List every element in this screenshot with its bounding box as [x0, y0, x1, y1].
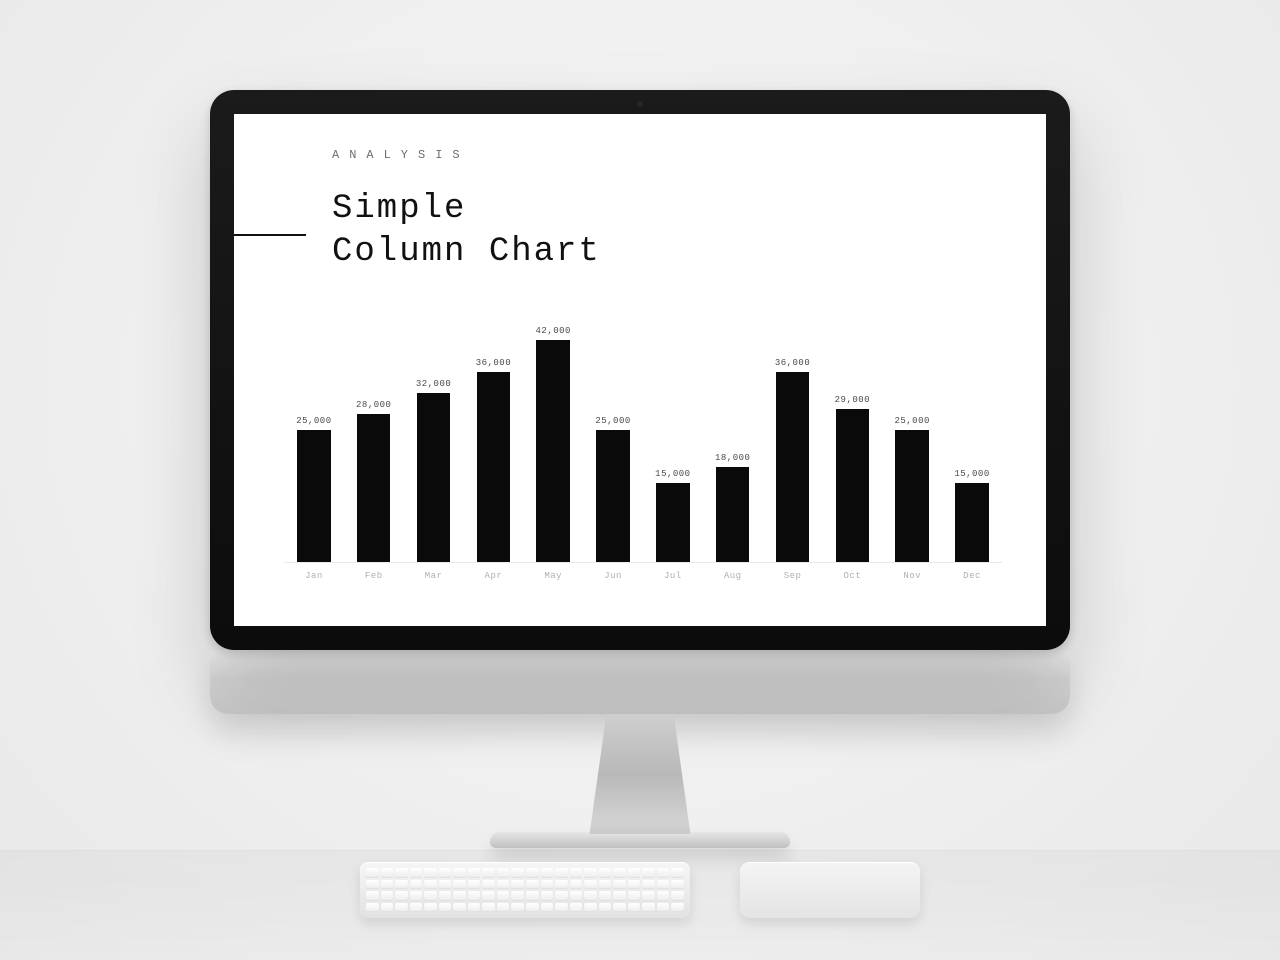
bar-value-label: 25,000 — [894, 416, 929, 426]
bar-may: 42,000 — [523, 324, 583, 562]
x-tick-apr: Apr — [463, 563, 523, 591]
bar — [536, 340, 570, 562]
bar-value-label: 15,000 — [655, 469, 690, 479]
x-tick-jan: Jan — [284, 563, 344, 591]
bar-jun: 25,000 — [583, 324, 643, 562]
bar — [297, 430, 331, 562]
bar — [895, 430, 929, 562]
monitor-chin — [210, 650, 1070, 714]
x-tick-jun: Jun — [583, 563, 643, 591]
bar-mar: 32,000 — [404, 324, 464, 562]
bar-aug: 18,000 — [703, 324, 763, 562]
x-tick-feb: Feb — [344, 563, 404, 591]
bar — [596, 430, 630, 562]
x-tick-may: May — [523, 563, 583, 591]
bar-value-label: 25,000 — [595, 416, 630, 426]
bar-value-label: 36,000 — [476, 358, 511, 368]
bar — [955, 483, 989, 562]
bar — [656, 483, 690, 562]
bar — [477, 372, 511, 562]
x-tick-sep: Sep — [763, 563, 823, 591]
bar-dec: 15,000 — [942, 324, 1002, 562]
bar-oct: 29,000 — [822, 324, 882, 562]
bar-value-label: 18,000 — [715, 453, 750, 463]
x-tick-nov: Nov — [882, 563, 942, 591]
bar-apr: 36,000 — [463, 324, 523, 562]
monitor: ANALYSIS Simple Column Chart 25,000 28,00… — [210, 90, 1070, 848]
bar — [836, 409, 870, 562]
slide-title: Simple Column Chart — [332, 188, 601, 273]
bar-jan: 25,000 — [284, 324, 344, 562]
bar-value-label: 36,000 — [775, 358, 810, 368]
monitor-stand-neck — [580, 714, 700, 834]
bar-value-label: 42,000 — [536, 326, 571, 336]
x-tick-mar: Mar — [404, 563, 464, 591]
x-tick-dec: Dec — [942, 563, 1002, 591]
bar-nov: 25,000 — [882, 324, 942, 562]
bar — [776, 372, 810, 562]
column-chart: 25,000 28,000 32,000 36,000 42,000 25,000 15,0… — [284, 324, 1002, 591]
monitor-frame: ANALYSIS Simple Column Chart 25,000 28,00… — [210, 90, 1070, 650]
bar-value-label: 29,000 — [835, 395, 870, 405]
chart-x-axis: JanFebMarAprMayJunJulAugSepOctNovDec — [284, 563, 1002, 591]
bar-value-label: 25,000 — [296, 416, 331, 426]
bar-jul: 15,000 — [643, 324, 703, 562]
slide: ANALYSIS Simple Column Chart 25,000 28,00… — [234, 114, 1046, 626]
x-tick-aug: Aug — [703, 563, 763, 591]
eyebrow-text: ANALYSIS — [332, 148, 470, 162]
bar-sep: 36,000 — [763, 324, 823, 562]
bar — [357, 414, 391, 562]
keyboard — [360, 862, 690, 918]
bar — [716, 467, 750, 562]
camera-dot — [636, 100, 644, 108]
x-tick-jul: Jul — [643, 563, 703, 591]
bar-value-label: 32,000 — [416, 379, 451, 389]
bar-value-label: 15,000 — [954, 469, 989, 479]
screen: ANALYSIS Simple Column Chart 25,000 28,00… — [234, 114, 1046, 626]
bar-feb: 28,000 — [344, 324, 404, 562]
monitor-stand-base — [490, 832, 790, 848]
chart-plot-area: 25,000 28,000 32,000 36,000 42,000 25,000 15,0… — [284, 324, 1002, 563]
accent-line — [234, 234, 306, 236]
bar-value-label: 28,000 — [356, 400, 391, 410]
bar — [417, 393, 451, 562]
x-tick-oct: Oct — [822, 563, 882, 591]
trackpad — [740, 862, 920, 918]
